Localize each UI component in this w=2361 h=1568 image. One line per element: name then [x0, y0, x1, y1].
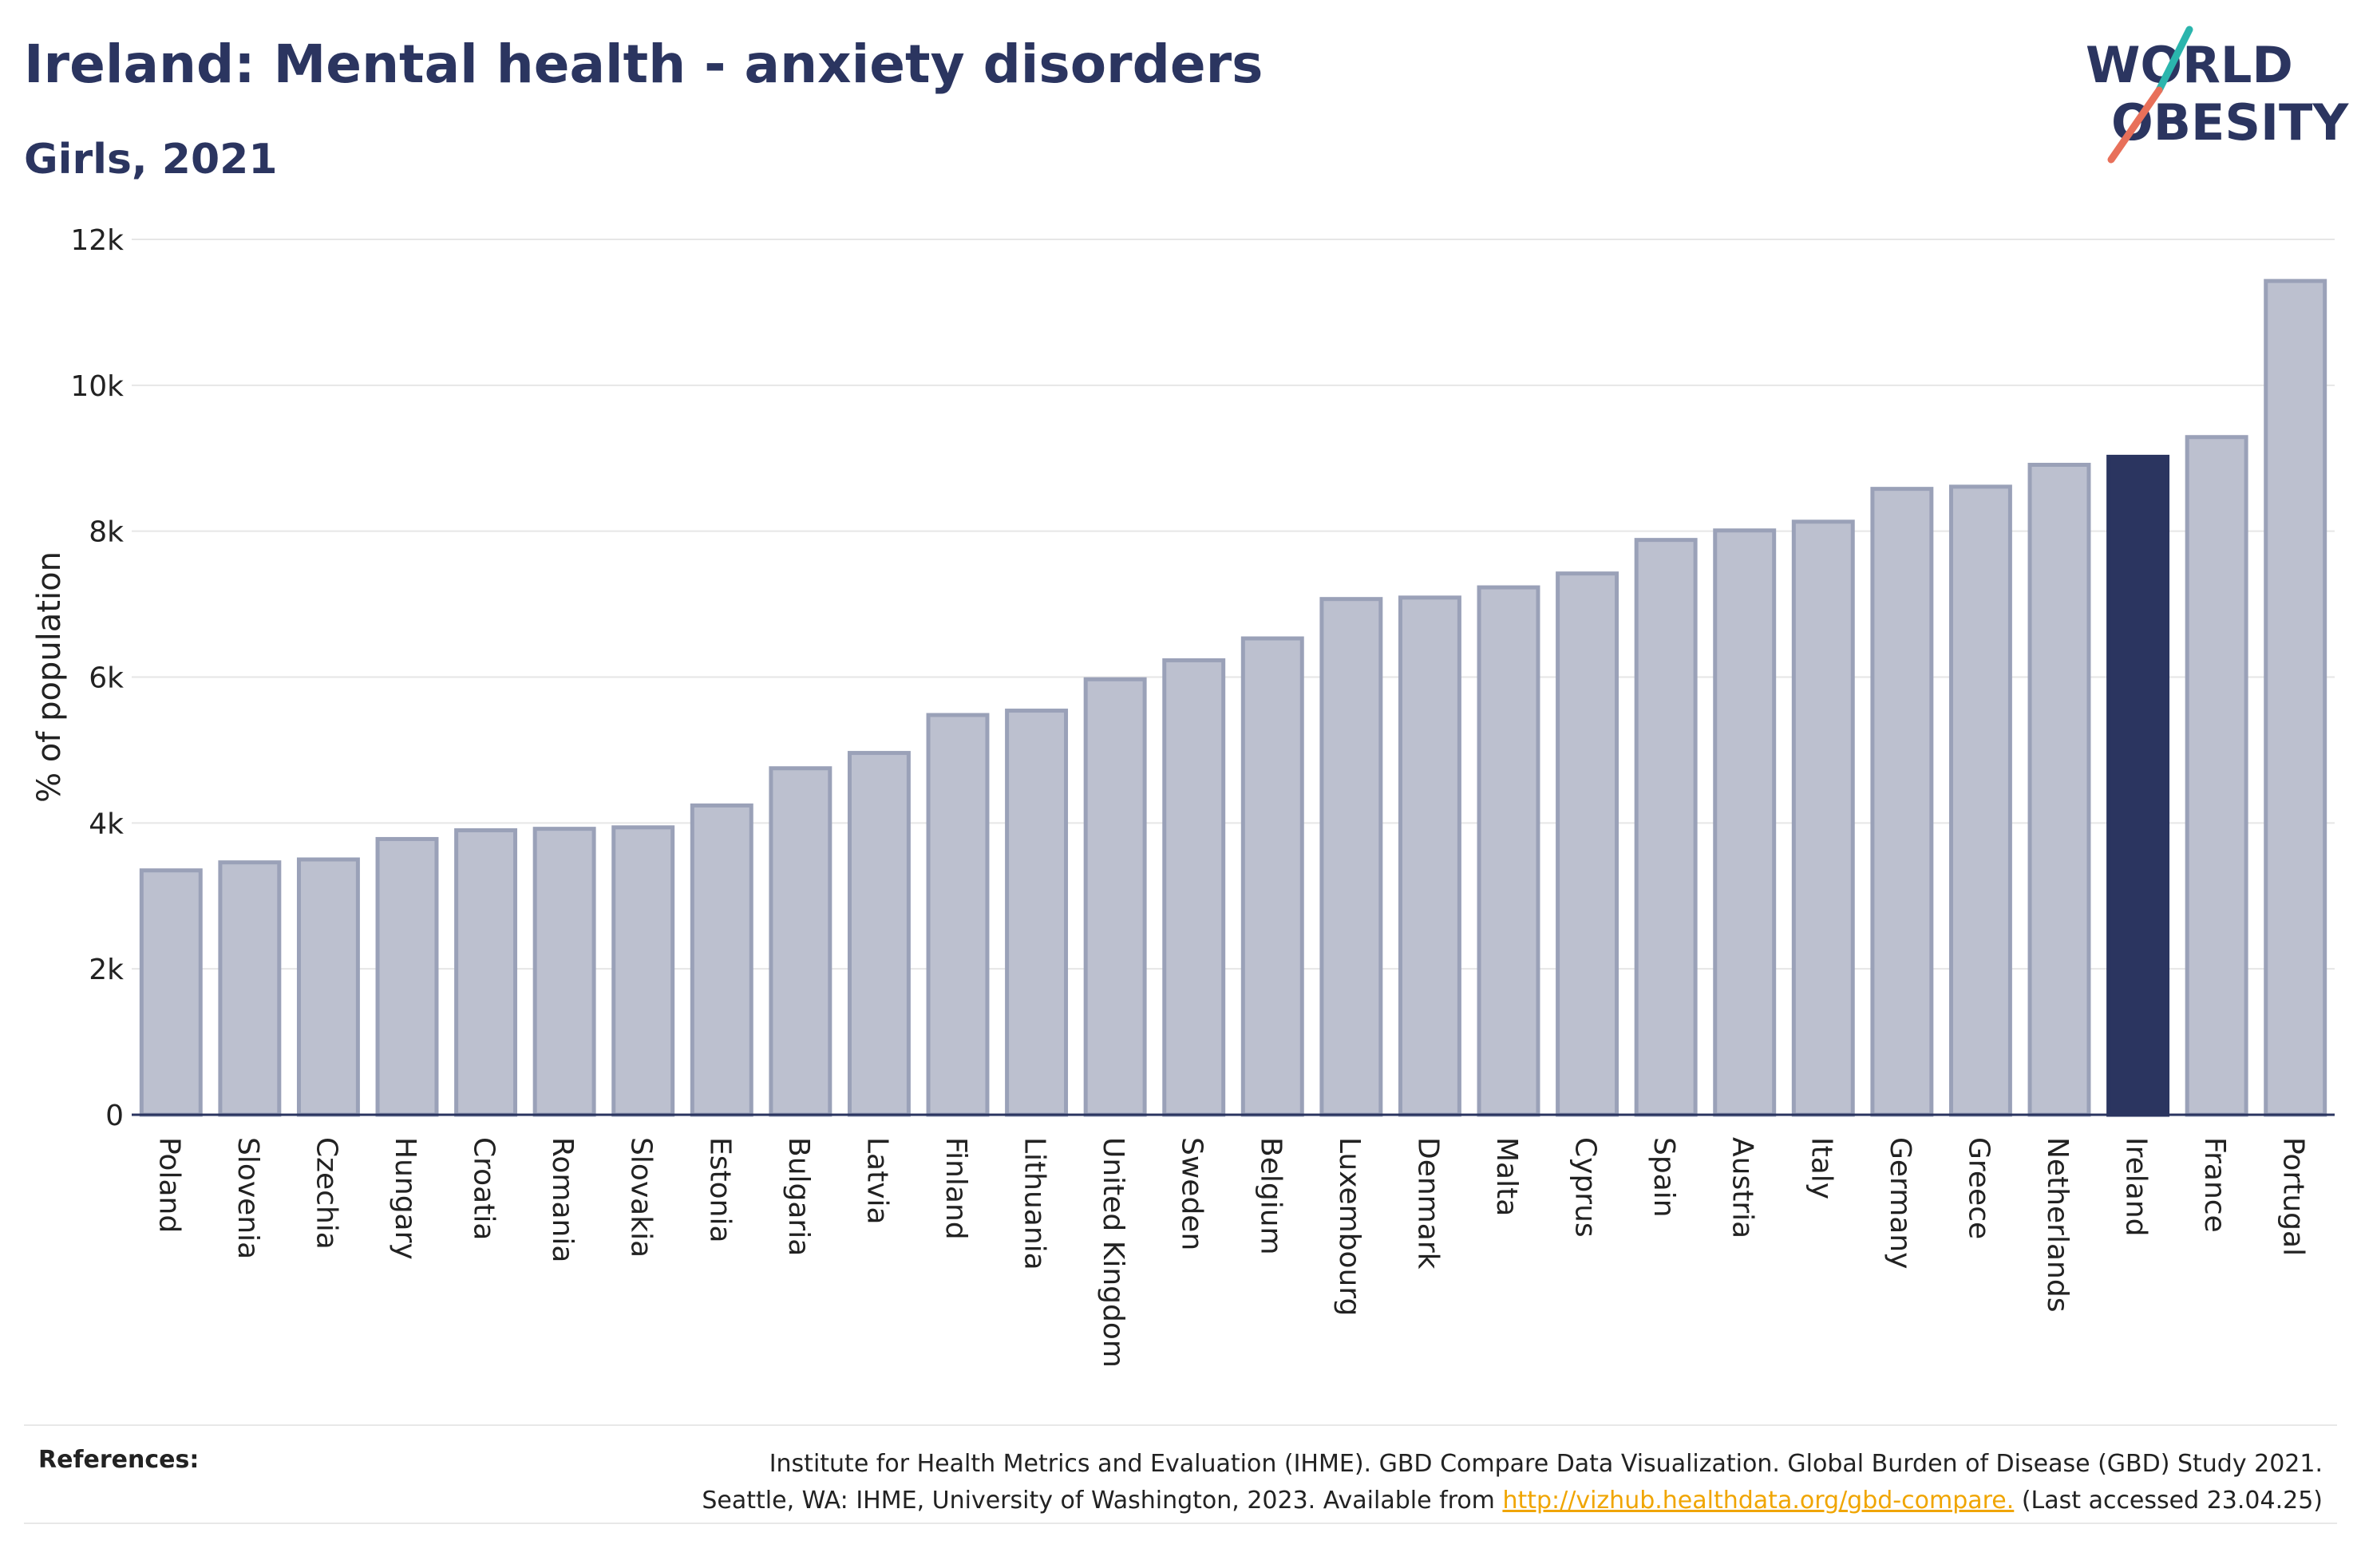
y-tick-label: 0	[105, 1100, 124, 1132]
bar	[1162, 658, 1226, 1117]
bar	[1083, 677, 1147, 1117]
references-line-2-start: Seattle, WA: IHME, University of Washing…	[702, 1487, 1503, 1515]
x-tick-label: Slovakia	[625, 1137, 658, 1258]
bar	[1319, 597, 1383, 1117]
x-tick-label: France	[2198, 1137, 2231, 1233]
bar	[218, 860, 282, 1117]
x-tick-label: Hungary	[389, 1137, 421, 1260]
y-tick-label: 6k	[89, 662, 124, 695]
x-tick-label: Croatia	[468, 1137, 500, 1240]
bar	[1556, 571, 1619, 1117]
x-tick-label: Poland	[152, 1137, 185, 1233]
y-tick-label: 4k	[89, 808, 124, 840]
x-tick-label: Lithuania	[1018, 1137, 1051, 1270]
bar	[1240, 636, 1304, 1117]
bar	[2264, 278, 2327, 1117]
x-tick-label: Cyprus	[1569, 1137, 1602, 1238]
references-divider-bottom	[24, 1523, 2337, 1524]
chart-title: Ireland: Mental health - anxiety disorde…	[24, 34, 1264, 95]
bar	[1477, 585, 1540, 1117]
x-tick-label: Austria	[1726, 1137, 1759, 1238]
x-tick-label: Greece	[1962, 1137, 1995, 1239]
bar	[1948, 484, 2012, 1117]
bar	[1005, 709, 1069, 1117]
bar	[1870, 487, 1934, 1117]
bar	[769, 766, 832, 1117]
bar	[532, 827, 596, 1117]
y-tick-label: 10k	[70, 370, 124, 403]
references-line-2: Seattle, WA: IHME, University of Washing…	[487, 1483, 2323, 1519]
logo-slash-teal	[2155, 26, 2193, 94]
x-tick-label: Germany	[1884, 1137, 1916, 1269]
bar	[454, 827, 518, 1117]
references-line-2-end: (Last accessed 23.04.25)	[2014, 1487, 2323, 1515]
logo-word-world: WORLD	[2086, 36, 2293, 94]
references-link[interactable]: http://vizhub.healthdata.org/gbd-compare…	[1502, 1487, 2015, 1515]
x-tick-label: Luxembourg	[1333, 1137, 1366, 1316]
bar	[2027, 462, 2091, 1117]
y-tick-label: 2k	[89, 954, 124, 986]
bar	[2106, 454, 2170, 1117]
x-tick-label: Finland	[939, 1137, 972, 1240]
bar	[847, 751, 911, 1117]
bar	[690, 803, 753, 1117]
bar	[1634, 538, 1698, 1117]
bar	[611, 825, 675, 1117]
bar	[926, 713, 990, 1117]
x-tick-label: Latvia	[860, 1137, 893, 1225]
bar	[1713, 528, 1777, 1117]
x-tick-label: Sweden	[1176, 1137, 1208, 1250]
logo-slash-coral	[2107, 86, 2163, 164]
y-axis-label: % of population	[31, 551, 68, 803]
bar-chart: 0 2k 4k 6k 8k 10k 12k % of population Poland Slov…	[31, 224, 2335, 1368]
x-tick-label: Romania	[546, 1137, 579, 1262]
world-obesity-logo: WORLD OBESITY	[2086, 26, 2349, 164]
chart-subtitle: Girls, 2021	[24, 136, 278, 184]
y-tick-label: 8k	[89, 516, 124, 549]
x-tick-label: Spain	[1647, 1137, 1680, 1218]
x-tick-label: Malta	[1490, 1137, 1523, 1216]
y-tick-label: 12k	[70, 224, 124, 257]
references-divider-top	[24, 1424, 2337, 1426]
bar	[1398, 595, 1461, 1117]
bar	[2185, 435, 2248, 1117]
x-tick-label: Ireland	[2120, 1137, 2153, 1237]
references-line-1: Institute for Health Metrics and Evaluat…	[769, 1450, 2323, 1478]
x-tick-label: Estonia	[703, 1137, 736, 1243]
bar	[375, 836, 439, 1117]
bar	[1791, 519, 1855, 1117]
x-tick-label: Czechia	[310, 1137, 342, 1250]
x-tick-label: Portugal	[2277, 1137, 2310, 1256]
x-tick-label: Belgium	[1254, 1137, 1287, 1255]
bar	[139, 868, 203, 1117]
x-tick-label: Netherlands	[2041, 1137, 2074, 1312]
x-tick-label: Slovenia	[231, 1137, 264, 1259]
bar	[296, 857, 360, 1117]
x-tick-label: United Kingdom	[1097, 1137, 1129, 1368]
x-tick-label: Denmark	[1411, 1137, 1444, 1270]
references-text: Institute for Health Metrics and Evaluat…	[487, 1446, 2323, 1519]
x-tick-label: Bulgaria	[782, 1137, 815, 1256]
references-label: References:	[38, 1446, 200, 1474]
x-tick-label: Italy	[1805, 1137, 1837, 1199]
